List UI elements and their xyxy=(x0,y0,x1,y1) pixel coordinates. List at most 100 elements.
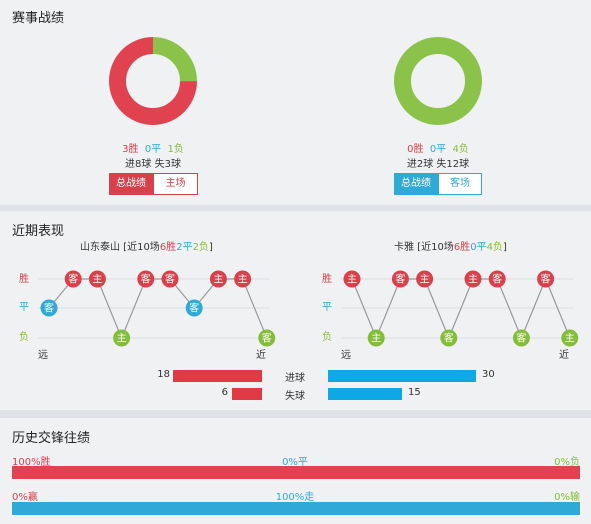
h2h-handicap-bar-track xyxy=(12,502,580,515)
left-home-button[interactable]: 主场 xyxy=(153,173,198,195)
left-goals-against-bar xyxy=(232,388,262,400)
right-win-count: 0胜 xyxy=(407,144,424,155)
form-trend-line xyxy=(48,278,268,340)
form-result-dot: 客 xyxy=(185,299,203,317)
form-result-dot: 主 xyxy=(88,270,106,288)
win-row-label: 胜 xyxy=(19,273,29,285)
h2h-loss-pct: 0%负 xyxy=(554,457,580,468)
h2h-handicap-push-pct: 100%走 xyxy=(275,492,315,503)
form-result-dot: 客 xyxy=(64,270,82,288)
venue-label: 主 xyxy=(565,333,575,345)
right-goals-against-value: 15 xyxy=(408,387,421,398)
venue-label: 客 xyxy=(262,332,272,345)
right-team-name: 卡雅 xyxy=(394,242,414,253)
win-row-label: 胜 xyxy=(322,273,332,285)
section-title: 赛事战绩 xyxy=(12,11,65,26)
venue-label: 主 xyxy=(347,274,357,286)
right-team-draws: 0平 xyxy=(470,242,487,253)
right-team-summary: 卡雅 [近10场6胜0平4负] xyxy=(394,238,507,253)
right-record-line: 0胜 0平 4负 xyxy=(407,140,469,155)
venue-label: 主 xyxy=(92,274,102,286)
form-result-dot: 客 xyxy=(488,270,506,288)
h2h-draw-pct: 0%平 xyxy=(282,457,308,468)
venue-label: 主 xyxy=(420,274,430,286)
left-draw-count: 0平 xyxy=(144,144,162,155)
form-result-dot: 主 xyxy=(113,329,131,347)
h2h-result-bar-track xyxy=(12,466,580,479)
left-record-line: 3胜 0平 1负 xyxy=(122,140,184,155)
form-result-dot: 主 xyxy=(464,270,482,288)
venue-label: 客 xyxy=(165,273,175,286)
draw-row-label: 平 xyxy=(19,302,29,313)
h2h-handicap-loss-pct: 0%输 xyxy=(554,492,580,503)
summary-suffix: ] xyxy=(502,242,507,253)
head-to-head-panel: 历史交锋往绩 100%胜 0%平 0%负 0%赢 100%走 0%输 xyxy=(0,418,591,524)
form-trend-line xyxy=(351,277,571,340)
form-result-dot: 主 xyxy=(343,270,361,288)
venue-label: 客 xyxy=(541,273,551,286)
loss-row-label: 负 xyxy=(19,330,29,343)
right-donut-loss xyxy=(394,37,482,125)
venue-label: 主 xyxy=(371,333,381,345)
h2h-handicap-win-pct: 0%赢 xyxy=(12,492,38,503)
form-result-dot: 客 xyxy=(537,270,555,288)
form-dots-group: 客客 主主客 客客主 主客 xyxy=(40,270,276,347)
goals-against-label: 失球 xyxy=(285,391,305,402)
right-total-record-button[interactable]: 总战绩 xyxy=(394,173,438,195)
draw-row-label: 平 xyxy=(322,302,332,313)
recent-form-panel: 近期表现 山东泰山 [近10场6胜2平2负] 卡雅 [近10场6胜0平4负] 胜… xyxy=(0,211,591,410)
form-result-dot: 客 xyxy=(161,270,179,288)
right-team-wins: 6胜 xyxy=(453,242,471,253)
form-result-dot: 客 xyxy=(258,329,276,347)
left-goals-line: 进8球 失3球 xyxy=(125,159,181,170)
far-label: 远 xyxy=(341,349,351,361)
left-team-wins: 6胜 xyxy=(159,242,177,253)
form-polyline-group xyxy=(351,277,571,340)
h2h-handicap-bar-fill xyxy=(12,502,580,515)
left-win-count: 3胜 xyxy=(122,144,139,155)
goals-for-label: 进球 xyxy=(285,373,305,384)
h2h-win-pct: 100%胜 xyxy=(12,457,51,468)
form-result-dot: 客 xyxy=(512,329,530,347)
right-goals-against-bar xyxy=(328,388,402,400)
summary-suffix: ] xyxy=(208,242,213,253)
right-team-losses: 4负 xyxy=(486,242,503,253)
near-label: 近 xyxy=(559,348,569,361)
left-goals-against-value: 6 xyxy=(221,387,228,398)
venue-label: 主 xyxy=(238,274,248,286)
right-donut-chart xyxy=(394,37,482,125)
section-title: 近期表现 xyxy=(12,224,65,239)
form-result-dot: 客 xyxy=(391,270,409,288)
right-goals-for-bar xyxy=(328,370,476,382)
section-title: 历史交锋往绩 xyxy=(12,431,91,446)
left-total-record-button[interactable]: 总战绩 xyxy=(109,173,153,195)
form-result-dot: 客 xyxy=(440,329,458,347)
summary-prefix: [近10场 xyxy=(120,242,160,253)
venue-label: 客 xyxy=(44,302,54,315)
venue-label: 客 xyxy=(68,273,78,286)
venue-label: 主 xyxy=(117,333,127,345)
form-result-dot: 主 xyxy=(416,270,434,288)
left-loss-count: 1负 xyxy=(167,144,184,155)
venue-label: 客 xyxy=(492,273,502,286)
near-label: 近 xyxy=(256,348,266,361)
form-result-dot: 主 xyxy=(367,329,385,347)
left-team-summary: 山东泰山 [近10场6胜2平2负] xyxy=(80,238,213,253)
venue-label: 主 xyxy=(213,274,223,286)
summary-prefix: [近10场 xyxy=(414,242,454,253)
right-away-button[interactable]: 客场 xyxy=(438,173,482,195)
right-goals-for-value: 30 xyxy=(482,369,495,380)
venue-label: 客 xyxy=(516,332,526,345)
right-loss-count: 4负 xyxy=(452,144,469,155)
left-team-name: 山东泰山 xyxy=(80,242,120,253)
left-form-chart: 胜 平 负 客客 主主客 客客主 主客 远 近 xyxy=(19,270,276,361)
form-result-dot: 主 xyxy=(209,270,227,288)
left-donut-win xyxy=(109,37,197,125)
form-result-dot: 客 xyxy=(137,270,155,288)
venue-label: 客 xyxy=(444,332,454,345)
h2h-result-bar-fill xyxy=(12,466,580,479)
left-donut-chart xyxy=(109,37,197,125)
form-result-dot: 主 xyxy=(234,270,252,288)
